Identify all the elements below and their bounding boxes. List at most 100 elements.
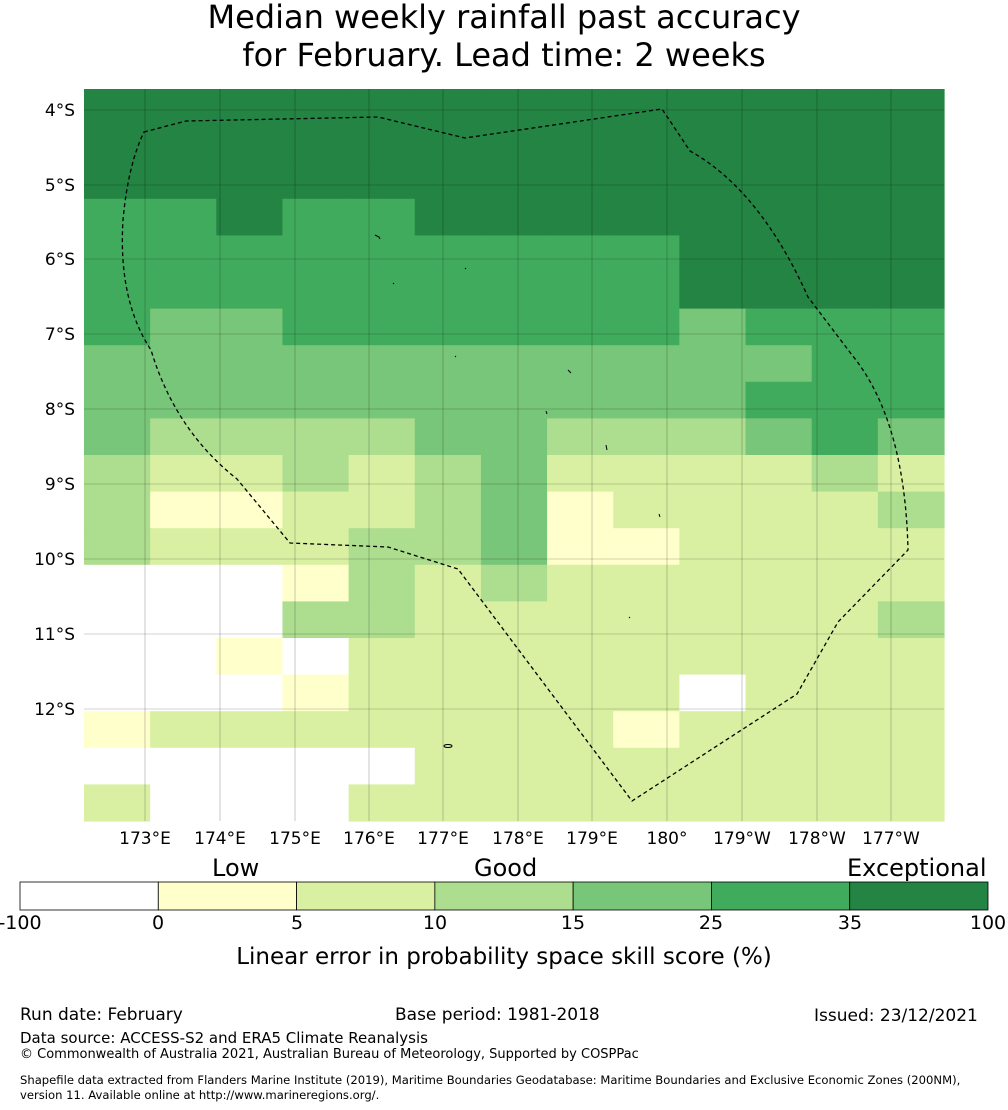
graticule bbox=[84, 89, 944, 821]
latitude-label: 11°S bbox=[34, 625, 75, 645]
grid-cell bbox=[613, 711, 680, 749]
grid-cell bbox=[877, 747, 945, 785]
grid-cell bbox=[811, 235, 879, 273]
latitude-label: 6°S bbox=[45, 250, 75, 270]
latitude-label: 9°S bbox=[45, 475, 75, 495]
grid-cell bbox=[282, 601, 350, 639]
grid-cell bbox=[150, 638, 217, 676]
grid-cell bbox=[282, 235, 350, 273]
grid-cell bbox=[679, 674, 747, 712]
longitude-label: 175°E bbox=[269, 829, 321, 849]
grid-cell bbox=[84, 491, 151, 529]
grid-cell bbox=[480, 674, 548, 712]
grid-cell bbox=[216, 528, 284, 566]
grid-cell bbox=[216, 272, 284, 310]
grid-cell bbox=[348, 125, 416, 163]
grid-cell bbox=[877, 711, 945, 749]
grid-cell bbox=[679, 601, 747, 639]
grid-cell bbox=[745, 125, 813, 163]
colorbar-tick: 0 bbox=[151, 912, 165, 934]
grid-cell bbox=[745, 528, 813, 566]
longitude-label: 177°W bbox=[862, 829, 920, 849]
colorbar-tick: 100 bbox=[969, 912, 1007, 934]
grid-cell bbox=[745, 89, 813, 127]
grid-cell bbox=[745, 198, 813, 236]
longitude-label: 178°W bbox=[788, 829, 846, 849]
grid-cell bbox=[348, 235, 416, 273]
grid-cell bbox=[613, 564, 680, 602]
grid-cell bbox=[216, 638, 284, 676]
grid-cell bbox=[877, 381, 945, 419]
grid-cell bbox=[282, 638, 350, 676]
grid-cell bbox=[679, 711, 747, 749]
grid-cell bbox=[745, 601, 813, 639]
grid-cell bbox=[613, 674, 680, 712]
grid-cell bbox=[348, 747, 416, 785]
grid-cell bbox=[216, 198, 284, 236]
grid-cell bbox=[348, 162, 416, 200]
grid-cell bbox=[216, 125, 284, 163]
grid-cell bbox=[679, 528, 747, 566]
grid-cell bbox=[216, 711, 284, 749]
grid-cell bbox=[414, 418, 482, 456]
grid-cell bbox=[679, 638, 747, 676]
grid-cell bbox=[877, 89, 945, 127]
grid-cell bbox=[547, 638, 614, 676]
grid-cell bbox=[282, 198, 350, 236]
grid-cell bbox=[547, 308, 614, 346]
grid-cell bbox=[877, 198, 945, 236]
grid-cell bbox=[480, 711, 548, 749]
grid-cell bbox=[216, 89, 284, 127]
grid-cell bbox=[84, 198, 151, 236]
grid-cell bbox=[84, 345, 151, 383]
grid-cell bbox=[348, 784, 416, 822]
grid-cell bbox=[150, 747, 217, 785]
grid-cell bbox=[613, 601, 680, 639]
eez-boundary bbox=[121, 108, 909, 802]
grid-cell bbox=[877, 418, 945, 456]
grid-cell bbox=[84, 747, 151, 785]
grid-cell bbox=[348, 638, 416, 676]
grid-cell bbox=[414, 308, 482, 346]
grid-cell bbox=[877, 638, 945, 676]
grid-cell bbox=[547, 491, 614, 529]
grid-cell bbox=[150, 198, 217, 236]
skill-grid bbox=[84, 89, 945, 822]
grid-cell bbox=[84, 272, 151, 310]
grid-cell bbox=[745, 638, 813, 676]
grid-cell bbox=[414, 162, 482, 200]
run-date: Run date: February bbox=[20, 1005, 183, 1025]
grid-cell bbox=[348, 711, 416, 749]
base-period: Base period: 1981-2018 bbox=[395, 1005, 600, 1025]
data-source: Data source: ACCESS-S2 and ERA5 Climate … bbox=[20, 1029, 428, 1047]
grid-cell bbox=[613, 308, 680, 346]
grid-cell bbox=[150, 528, 217, 566]
grid-cell bbox=[282, 89, 350, 127]
grid-cell bbox=[613, 198, 680, 236]
grid-cell bbox=[679, 747, 747, 785]
grid-cell bbox=[84, 674, 151, 712]
grid-cell bbox=[547, 345, 614, 383]
grid-cell bbox=[216, 455, 284, 493]
grid-cell bbox=[414, 784, 482, 822]
grid-cell bbox=[811, 381, 879, 419]
grid-cell bbox=[348, 601, 416, 639]
grid-cell bbox=[414, 455, 482, 493]
grid-cell bbox=[613, 162, 680, 200]
grid-cell bbox=[613, 638, 680, 676]
grid-cell bbox=[480, 784, 548, 822]
grid-cell bbox=[414, 125, 482, 163]
grid-cell bbox=[282, 381, 350, 419]
grid-cell bbox=[84, 601, 151, 639]
grid-cell bbox=[414, 89, 482, 127]
longitude-label: 176°E bbox=[343, 829, 395, 849]
grid-cell bbox=[877, 162, 945, 200]
longitude-label: 178°E bbox=[492, 829, 544, 849]
grid-cell bbox=[877, 272, 945, 310]
grid-cell bbox=[282, 564, 350, 602]
grid-cell bbox=[84, 455, 151, 493]
grid-cell bbox=[84, 89, 151, 127]
grid-cell bbox=[216, 308, 284, 346]
grid-cell bbox=[811, 747, 879, 785]
